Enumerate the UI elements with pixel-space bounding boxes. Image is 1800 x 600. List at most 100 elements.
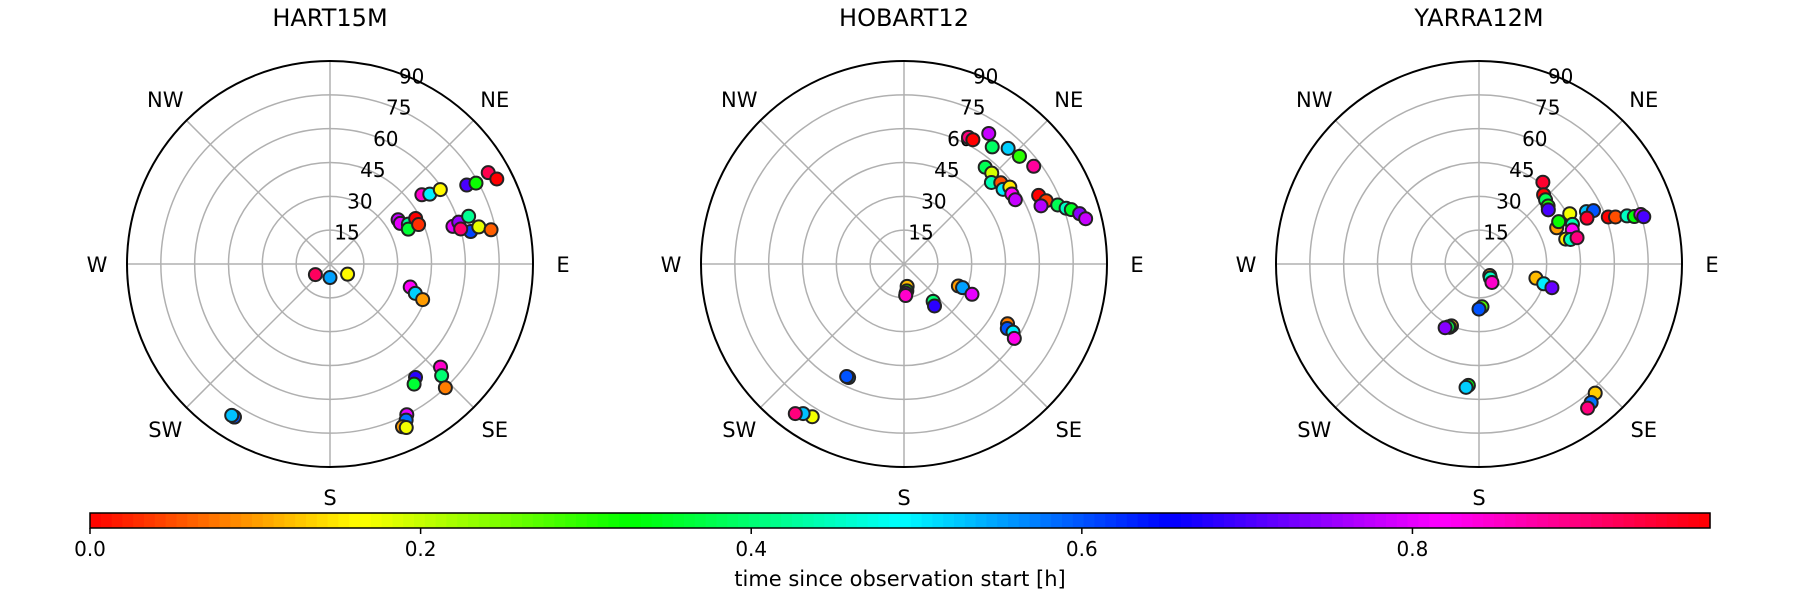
colorbar-segment — [327, 513, 339, 528]
colorbar-segment — [1245, 513, 1257, 528]
observation-point — [322, 270, 338, 286]
grid-ring — [160, 94, 500, 434]
colorbar-segment — [1526, 513, 1538, 528]
azimuth-label: S — [323, 486, 336, 510]
radial-tick-label: 60 — [1522, 127, 1547, 151]
panel-title: HOBART12 — [839, 4, 969, 32]
observation-point — [468, 175, 484, 191]
colorbar-segment — [1008, 513, 1020, 528]
observation-point — [1471, 301, 1487, 317]
colorbar-tick-label: 0.2 — [405, 537, 437, 561]
observation-point — [787, 406, 803, 422]
radial-tick-label: 15 — [908, 221, 933, 245]
observation-point — [406, 376, 422, 392]
colorbar-segment — [900, 513, 912, 528]
colorbar-segment — [403, 513, 415, 528]
colorbar-tick-label: 0.4 — [735, 537, 767, 561]
azimuth-label: NW — [147, 88, 184, 112]
colorbar-segment — [100, 513, 113, 528]
observation-point — [1437, 320, 1453, 336]
colorbar-segment — [1137, 513, 1149, 528]
grid-ring — [1342, 127, 1616, 401]
colorbar-segment — [1191, 513, 1203, 528]
colorbar-segment — [802, 513, 815, 528]
colorbar-segment — [1105, 513, 1117, 528]
azimuth-label: S — [897, 486, 910, 510]
azimuth-label: W — [1236, 253, 1257, 277]
colorbar-segment — [360, 513, 372, 528]
grid-ring — [835, 195, 973, 333]
colorbar-segment — [122, 513, 134, 528]
colorbar-segment — [1256, 513, 1268, 528]
colorbar-segment — [738, 513, 750, 528]
colorbar-segment — [651, 513, 663, 528]
observation-point — [964, 286, 980, 302]
colorbar-segment — [986, 513, 998, 528]
colorbar-segment — [835, 513, 847, 528]
colorbar-segment — [111, 513, 123, 528]
colorbar-segment — [1591, 513, 1603, 528]
colorbar-segment — [1310, 513, 1322, 528]
observation-point — [1011, 148, 1027, 164]
colorbar-segment — [1180, 513, 1193, 528]
colorbar-segment — [1029, 513, 1041, 528]
observation-point — [1007, 192, 1023, 208]
azimuth-label: SW — [722, 418, 756, 442]
observation-point — [224, 407, 240, 423]
grid-ring — [1376, 161, 1582, 367]
panel-title: HART15M — [272, 4, 387, 32]
grid-ring — [1309, 94, 1649, 434]
colorbar-segment — [262, 513, 275, 528]
colorbar-segment — [1072, 513, 1085, 528]
colorbar-segment — [694, 513, 707, 528]
polar-panels: HART15M153045607590ENENWWSWSSEHOBART1215… — [87, 4, 1719, 510]
colorbar-segment — [910, 513, 923, 528]
colorbar-segment — [187, 513, 199, 528]
colorbar-segment — [1353, 513, 1365, 528]
colorbar-segment — [1450, 513, 1463, 528]
colorbar-segment — [1407, 513, 1419, 528]
colorbar-segment — [457, 513, 469, 528]
observation-point — [1580, 400, 1596, 416]
colorbar-segment — [759, 513, 771, 528]
colorbar-tick-label: 0.8 — [1397, 537, 1429, 561]
colorbar-segment — [576, 513, 588, 528]
observation-point — [1026, 158, 1042, 174]
colorbar-segment — [565, 513, 577, 528]
colorbar-segment — [640, 513, 653, 528]
radial-tick-label: 15 — [334, 221, 359, 245]
colorbar-segment — [1051, 513, 1063, 528]
colorbar-segment — [208, 513, 221, 528]
azimuth-label: E — [1705, 253, 1718, 277]
colorbar-segment — [1278, 513, 1290, 528]
colorbar-segment — [273, 513, 285, 528]
colorbar-segment — [198, 513, 210, 528]
radial-tick-label: 75 — [386, 96, 411, 120]
colorbar-segment — [414, 513, 426, 528]
grid-ring — [261, 195, 399, 333]
colorbar-segment — [511, 513, 523, 528]
colorbar-segment — [349, 513, 361, 528]
colorbar-segment — [1018, 513, 1031, 528]
azimuth-label: NW — [721, 88, 758, 112]
grid-ring — [1444, 229, 1514, 299]
grid-ring — [767, 127, 1041, 401]
colorbar-segment — [154, 513, 167, 528]
observation-point — [411, 217, 427, 233]
colorbar-segment — [1612, 513, 1625, 528]
colorbar-segment — [597, 513, 609, 528]
radial-tick-label: 90 — [1548, 64, 1573, 88]
azimuth-label: W — [87, 253, 108, 277]
colorbar-segment — [1299, 513, 1311, 528]
radial-tick-label: 45 — [934, 158, 959, 182]
colorbar-segment — [306, 513, 318, 528]
colorbar-segment — [338, 513, 350, 528]
colorbar-segment — [1461, 513, 1473, 528]
colorbar-segment — [932, 513, 944, 528]
observation-point — [981, 125, 997, 141]
colorbar-segment — [878, 513, 890, 528]
colorbar-segment — [1666, 513, 1679, 528]
azimuth-label: SE — [1055, 418, 1082, 442]
colorbar-segment — [1569, 513, 1581, 528]
